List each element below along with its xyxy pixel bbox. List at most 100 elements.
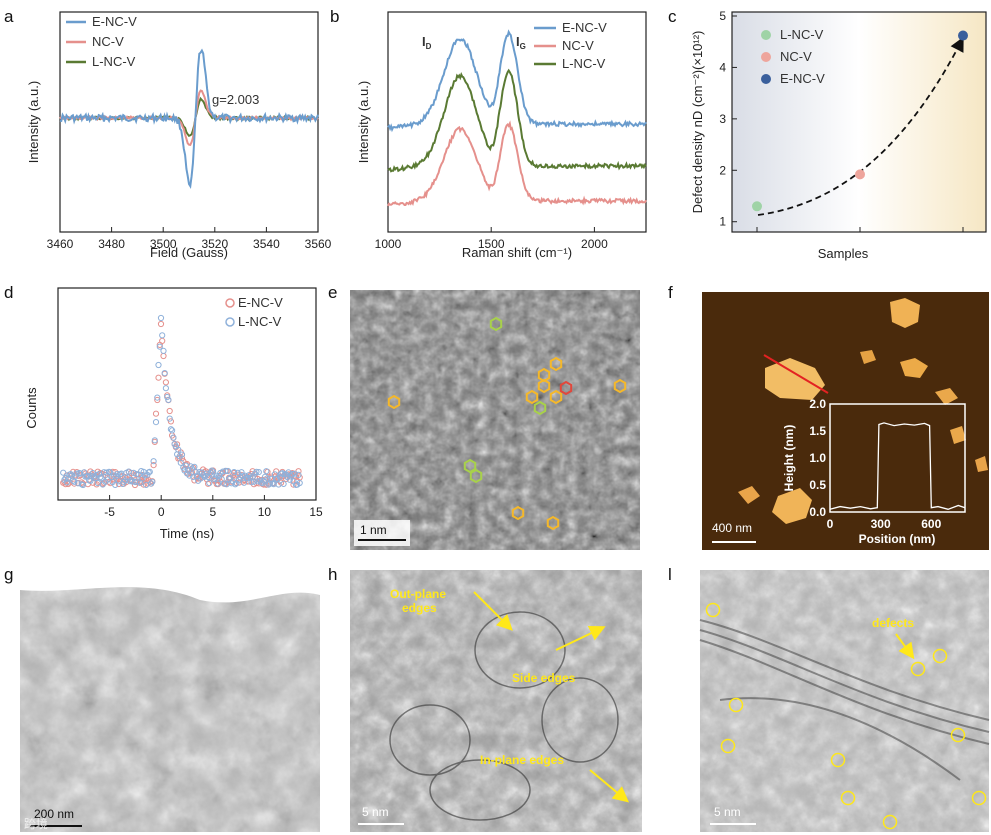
data-point-l-nc-v xyxy=(190,473,197,481)
defect-marker xyxy=(728,697,744,713)
x-tick-label: 3480 xyxy=(98,237,125,251)
panel-c-ylabel: Defect density nD (cm⁻²)(×10¹²) xyxy=(690,31,705,214)
legend-l-nc-v: L-NC-V xyxy=(780,27,824,42)
flake xyxy=(950,426,966,444)
data-point-l-nc-v xyxy=(157,314,165,322)
panel-a-xticks: 3460 3480 3500 3520 3540 3560 xyxy=(47,227,332,251)
data-point-l-nc-v xyxy=(79,481,87,489)
data-point-l-nc-v xyxy=(192,468,199,475)
panel-a: a 3460 3480 3500 3520 3540 3560 E-NC-V NC-V L… xyxy=(4,7,332,260)
data-point-l-nc-v xyxy=(151,437,158,444)
peak-label-d: ID xyxy=(422,34,432,51)
lattice-hexagon xyxy=(533,400,547,416)
scale-bar-bg xyxy=(354,520,410,546)
arrow-out-plane xyxy=(473,591,513,631)
flake xyxy=(765,358,825,400)
data-point-l-nc-v xyxy=(253,468,260,475)
x-tick-label: 3500 xyxy=(150,237,177,251)
panel-c-frame xyxy=(731,11,987,233)
data-point-e-nc-v xyxy=(167,418,174,425)
data-point-l-nc-v xyxy=(208,467,215,474)
panel-d-label: d xyxy=(4,283,13,302)
defect-marker xyxy=(705,602,721,618)
data-point-l-nc-v xyxy=(263,468,270,475)
inset-ylabel: Height (nm) xyxy=(782,425,796,492)
data-point-l-nc-v xyxy=(222,467,229,474)
sheet-outline xyxy=(389,704,471,776)
data-point-l-nc-v xyxy=(166,415,173,422)
data-point-l-nc-v xyxy=(154,394,161,401)
data-point-e-nc-v xyxy=(159,337,166,344)
lattice-hexagon xyxy=(525,389,539,405)
data-point-e-nc-v xyxy=(160,352,167,360)
data-point-l-nc-v xyxy=(255,469,262,476)
data-point-l-nc-v xyxy=(63,479,71,486)
data-point-l-nc-v xyxy=(164,393,171,401)
data-point-l-nc-v xyxy=(264,475,271,482)
defect-marker xyxy=(950,727,966,743)
defect-markers xyxy=(705,602,987,830)
flake xyxy=(860,350,876,364)
height-profile-line xyxy=(829,422,966,510)
inset-x-tick-label: 600 xyxy=(921,517,941,531)
x-tick-label: 2000 xyxy=(581,237,608,251)
data-point-l-nc-v xyxy=(73,470,80,477)
data-point-l-nc-v xyxy=(114,470,121,478)
panel-g-label: g xyxy=(4,565,13,584)
annotation-defects: defects xyxy=(872,616,914,630)
annotation-out-plane: Out-plane xyxy=(390,587,446,601)
data-point-e-nc-v xyxy=(162,379,169,386)
panel-c-label: c xyxy=(668,7,677,26)
panel-a-ylabel: Intensity (a.u.) xyxy=(26,81,41,163)
panel-b-xticks: 1000 1500 2000 xyxy=(375,227,608,251)
point-nc-v xyxy=(855,169,865,180)
flake xyxy=(900,358,928,378)
inset-x-tick-label: 300 xyxy=(871,517,891,531)
data-point-l-nc-v xyxy=(67,471,74,478)
lattice-hexagon xyxy=(511,505,525,521)
inset-x-tick-label: 0 xyxy=(827,517,834,531)
data-point-l-nc-v xyxy=(141,472,148,479)
fringe xyxy=(699,639,990,745)
data-point-l-nc-v xyxy=(296,479,303,487)
tem-background-g xyxy=(20,570,320,603)
panel-d-xlabel: Time (ns) xyxy=(160,526,214,541)
panel-i-label: l xyxy=(668,565,672,584)
lattice-hexagon xyxy=(559,380,573,396)
defect-marker xyxy=(720,738,736,754)
data-point-l-nc-v xyxy=(291,470,298,477)
x-tick-label: 3520 xyxy=(201,237,228,251)
defect-marker xyxy=(910,661,926,677)
panel-b-series xyxy=(387,29,647,207)
series-line-e-nc-v xyxy=(59,48,319,190)
data-point-l-nc-v xyxy=(209,468,217,475)
y-tick-label: 1 xyxy=(719,215,726,229)
panel-f-label: f xyxy=(668,283,673,302)
data-point-e-nc-v xyxy=(155,374,162,381)
data-point-l-nc-v xyxy=(110,472,118,479)
x-tick-label: 1000 xyxy=(375,237,402,251)
panel-b-legend: E-NC-V NC-V L-NC-V xyxy=(534,20,607,71)
panel-b: b 1000 1500 2000 ID IG E-NC-V NC-V L-NC-V … xyxy=(330,7,647,260)
panel-b-xlabel: Raman shift (cm⁻¹) xyxy=(462,245,572,260)
defect-marker xyxy=(971,790,987,806)
data-point-l-nc-v xyxy=(214,480,222,487)
panel-c-yticks: 1 2 3 4 5 xyxy=(719,9,964,232)
data-point-l-nc-v xyxy=(178,451,186,458)
data-point-l-nc-v xyxy=(240,479,248,486)
series-line-e-nc-v xyxy=(387,29,647,133)
inset-frame xyxy=(829,403,966,513)
data-point-l-nc-v xyxy=(155,361,162,369)
panel-c-xlabel: Samples xyxy=(818,246,869,261)
data-point-e-nc-v xyxy=(140,481,147,488)
data-point-e-nc-v xyxy=(150,462,157,469)
panel-i: l defects 5 nm xyxy=(668,565,990,832)
data-point-l-nc-v xyxy=(170,434,177,441)
sheet-outline xyxy=(474,611,566,689)
data-point-l-nc-v xyxy=(159,332,166,339)
data-point-e-nc-v xyxy=(290,481,297,488)
annotation-in-plane-edges: In-plane edges xyxy=(480,753,564,767)
data-point-l-nc-v xyxy=(72,473,79,480)
tem-fringes-i xyxy=(699,619,990,781)
data-point-e-nc-v xyxy=(152,410,160,417)
